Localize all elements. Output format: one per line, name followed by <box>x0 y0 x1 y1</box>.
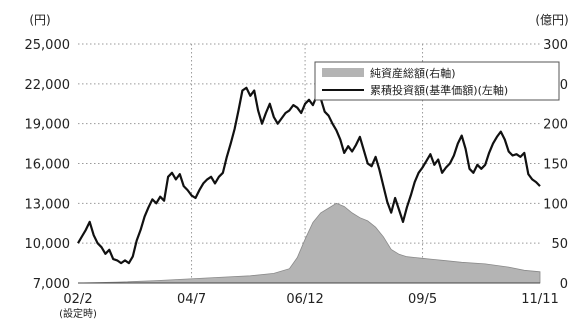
left-axis-tick-label: 16,000 <box>25 158 71 173</box>
legend: 純資産総額(右軸) 累積投資額(基準価額)(左軸) <box>314 61 560 101</box>
area-layer <box>77 202 541 284</box>
left-axis-tick-label: 22,000 <box>25 78 71 93</box>
legend-area-swatch <box>322 68 364 77</box>
left-axis-tick-label: 7,000 <box>33 277 70 292</box>
right-axis-unit: (億円) <box>535 13 568 27</box>
right-axis-tick-label: 150 <box>543 158 568 173</box>
x-axis-tick-label: 02/2 <box>63 292 92 307</box>
right-axis-tick-label: 300 <box>543 38 568 53</box>
right-axis-tick-label: 200 <box>543 118 568 133</box>
left-axis-tick-label: 19,000 <box>25 118 71 133</box>
net-assets-area <box>77 202 541 284</box>
legend-label-cumulative: 累積投資額(基準価額)(左軸) <box>370 83 508 97</box>
x-axis-tick-sublabel: (設定時) <box>59 307 97 320</box>
x-axis-tick-label: 04/7 <box>177 292 206 307</box>
cumulative-investment-line <box>77 86 541 265</box>
right-axis-tick-label: 50 <box>551 237 568 252</box>
x-axis-tick-label: 09/5 <box>408 292 437 307</box>
left-axis-tick-label: 13,000 <box>25 197 71 212</box>
left-axis-tick-label: 10,000 <box>25 237 71 252</box>
line-layer <box>77 86 541 265</box>
left-axis-unit: (円) <box>29 13 50 27</box>
right-axis-tick-label: 100 <box>543 197 568 212</box>
legend-label-net-assets: 純資産総額(右軸) <box>370 66 456 80</box>
left-axis-tick-label: 25,000 <box>25 38 71 53</box>
right-axis-tick-label: 0 <box>560 277 568 292</box>
x-axis-tick-label: 06/12 <box>286 292 323 307</box>
x-axis-tick-label: 11/11 <box>521 292 558 307</box>
